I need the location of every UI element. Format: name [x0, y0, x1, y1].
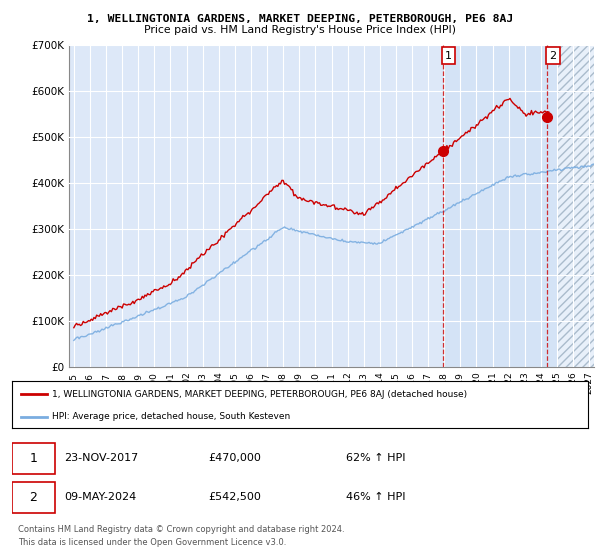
FancyBboxPatch shape: [12, 442, 55, 474]
Text: 62% ↑ HPI: 62% ↑ HPI: [346, 454, 406, 463]
Text: £470,000: £470,000: [208, 454, 261, 463]
Bar: [557, 45, 594, 367]
Text: 1: 1: [445, 50, 452, 60]
Text: 2: 2: [29, 491, 37, 504]
Text: This data is licensed under the Open Government Licence v3.0.: This data is licensed under the Open Gov…: [18, 538, 286, 547]
Text: 2: 2: [549, 50, 556, 60]
FancyBboxPatch shape: [12, 482, 55, 513]
Bar: [443, 45, 557, 367]
Text: Contains HM Land Registry data © Crown copyright and database right 2024.: Contains HM Land Registry data © Crown c…: [18, 525, 344, 534]
Text: 1, WELLINGTONIA GARDENS, MARKET DEEPING, PETERBOROUGH, PE6 8AJ (detached house): 1, WELLINGTONIA GARDENS, MARKET DEEPING,…: [52, 390, 467, 399]
Text: 23-NOV-2017: 23-NOV-2017: [64, 454, 138, 463]
Text: HPI: Average price, detached house, South Kesteven: HPI: Average price, detached house, Sout…: [52, 412, 290, 421]
Text: 1, WELLINGTONIA GARDENS, MARKET DEEPING, PETERBOROUGH, PE6 8AJ: 1, WELLINGTONIA GARDENS, MARKET DEEPING,…: [87, 14, 513, 24]
Text: 09-MAY-2024: 09-MAY-2024: [64, 492, 136, 502]
Bar: [557, 45, 594, 367]
Text: Price paid vs. HM Land Registry's House Price Index (HPI): Price paid vs. HM Land Registry's House …: [144, 25, 456, 35]
Text: 46% ↑ HPI: 46% ↑ HPI: [346, 492, 406, 502]
Text: £542,500: £542,500: [208, 492, 261, 502]
Text: 1: 1: [29, 452, 37, 465]
